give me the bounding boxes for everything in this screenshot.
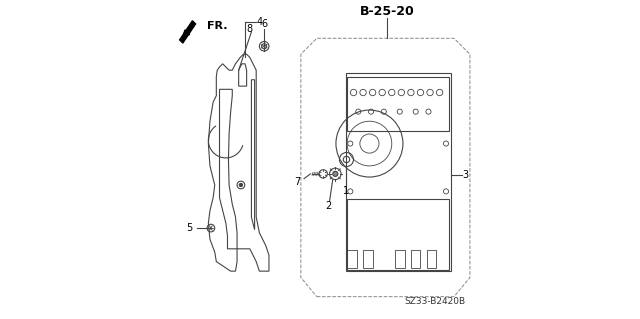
- Circle shape: [239, 183, 243, 187]
- Bar: [346, 73, 451, 271]
- Text: 8: 8: [246, 24, 252, 34]
- Bar: [427, 250, 436, 268]
- Bar: [411, 250, 420, 268]
- Bar: [347, 250, 356, 268]
- Bar: [363, 250, 372, 268]
- Circle shape: [333, 171, 338, 176]
- Text: 7: 7: [294, 177, 301, 187]
- Text: 2: 2: [325, 201, 331, 211]
- Bar: [347, 199, 449, 270]
- Text: FR.: FR.: [207, 20, 227, 31]
- Polygon shape: [180, 21, 196, 43]
- Text: SZ33-B2420B: SZ33-B2420B: [404, 297, 465, 306]
- Text: 6: 6: [261, 19, 268, 29]
- Bar: [347, 77, 449, 131]
- Text: 5: 5: [186, 223, 193, 233]
- Bar: [395, 250, 404, 268]
- Text: B-25-20: B-25-20: [360, 5, 414, 18]
- Text: 4: 4: [257, 17, 262, 27]
- Text: 3: 3: [462, 170, 468, 181]
- Text: 1: 1: [344, 186, 349, 197]
